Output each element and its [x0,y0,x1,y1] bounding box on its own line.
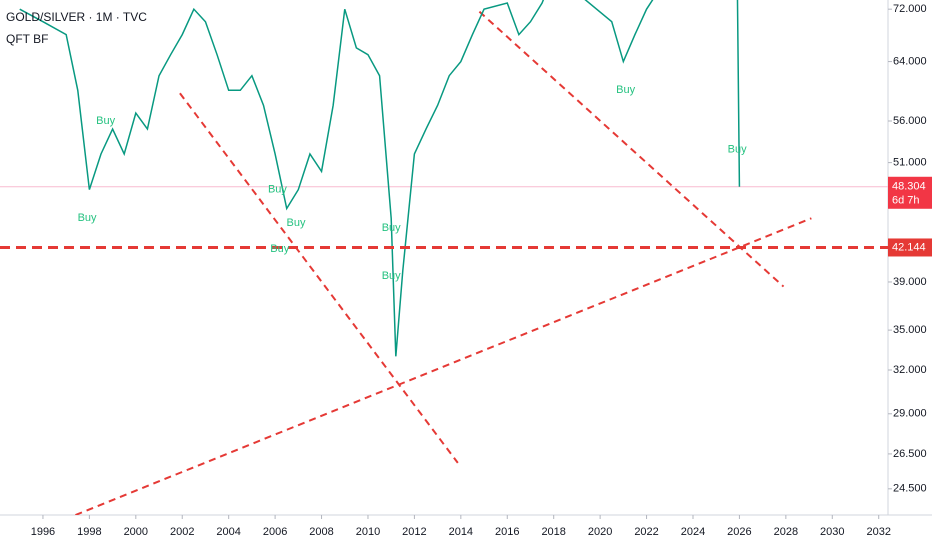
y-tick-label: 26.500 [893,448,927,460]
chart-title: GOLD/SILVER · 1M · TVC [6,10,147,24]
buy-label: Buy [96,115,115,127]
x-tick-label: 2014 [449,526,473,538]
plot-area: Buy Buy Buy Buy Buy Buy Buy Buy Buy [0,0,888,515]
buy-label: Buy [270,243,289,255]
level-label: 42.144 [892,241,926,253]
y-tick-label: 56.000 [893,115,927,127]
y-tick-label: 32.000 [893,364,927,376]
trendline [179,92,459,464]
x-tick-label: 2030 [820,526,844,538]
last-price-label: 48.304 [892,181,926,193]
x-tick-label: 2008 [309,526,333,538]
x-tick-label: 2018 [541,526,565,538]
x-tick-label: 1998 [77,526,101,538]
x-tick-label: 2000 [124,526,148,538]
buy-label: Buy [78,212,97,224]
x-tick-label: 2004 [216,526,240,538]
buy-label: Buy [382,222,401,234]
chart-subtitle: QFT BF [6,32,48,46]
last-price-badge [888,176,932,209]
x-tick-label: 2012 [402,526,426,538]
x-tick-label: 2020 [588,526,612,538]
buy-label: Buy [382,270,401,282]
buy-label: Buy [616,84,635,96]
y-tick-label: 64.000 [893,55,927,67]
trendline [75,217,812,515]
buy-label: Buy [268,183,287,195]
x-tick-label: 2006 [263,526,287,538]
y-tick-label: 35.000 [893,324,927,336]
price-line [19,0,741,357]
x-tick-label: 1996 [31,526,55,538]
x-tick-label: 2010 [356,526,380,538]
y-tick-label: 51.000 [893,157,927,169]
y-tick-label: 29.000 [893,408,927,420]
x-tick-label: 2016 [495,526,519,538]
trendline [478,10,785,288]
x-tick-label: 2026 [727,526,751,538]
y-tick-label: 72.000 [893,3,927,15]
x-tick-label: 2002 [170,526,194,538]
x-tick-label: 2032 [866,526,890,538]
x-tick-label: 2028 [774,526,798,538]
countdown-label: 6d 7h [892,195,920,207]
buy-label: Buy [287,217,306,229]
x-tick-label: 2022 [634,526,658,538]
y-tick-label: 39.000 [893,276,927,288]
x-tick-label: 2024 [681,526,705,538]
y-tick-label: 24.500 [893,483,927,495]
level-badge [888,238,932,257]
buy-label: Buy [728,144,747,156]
